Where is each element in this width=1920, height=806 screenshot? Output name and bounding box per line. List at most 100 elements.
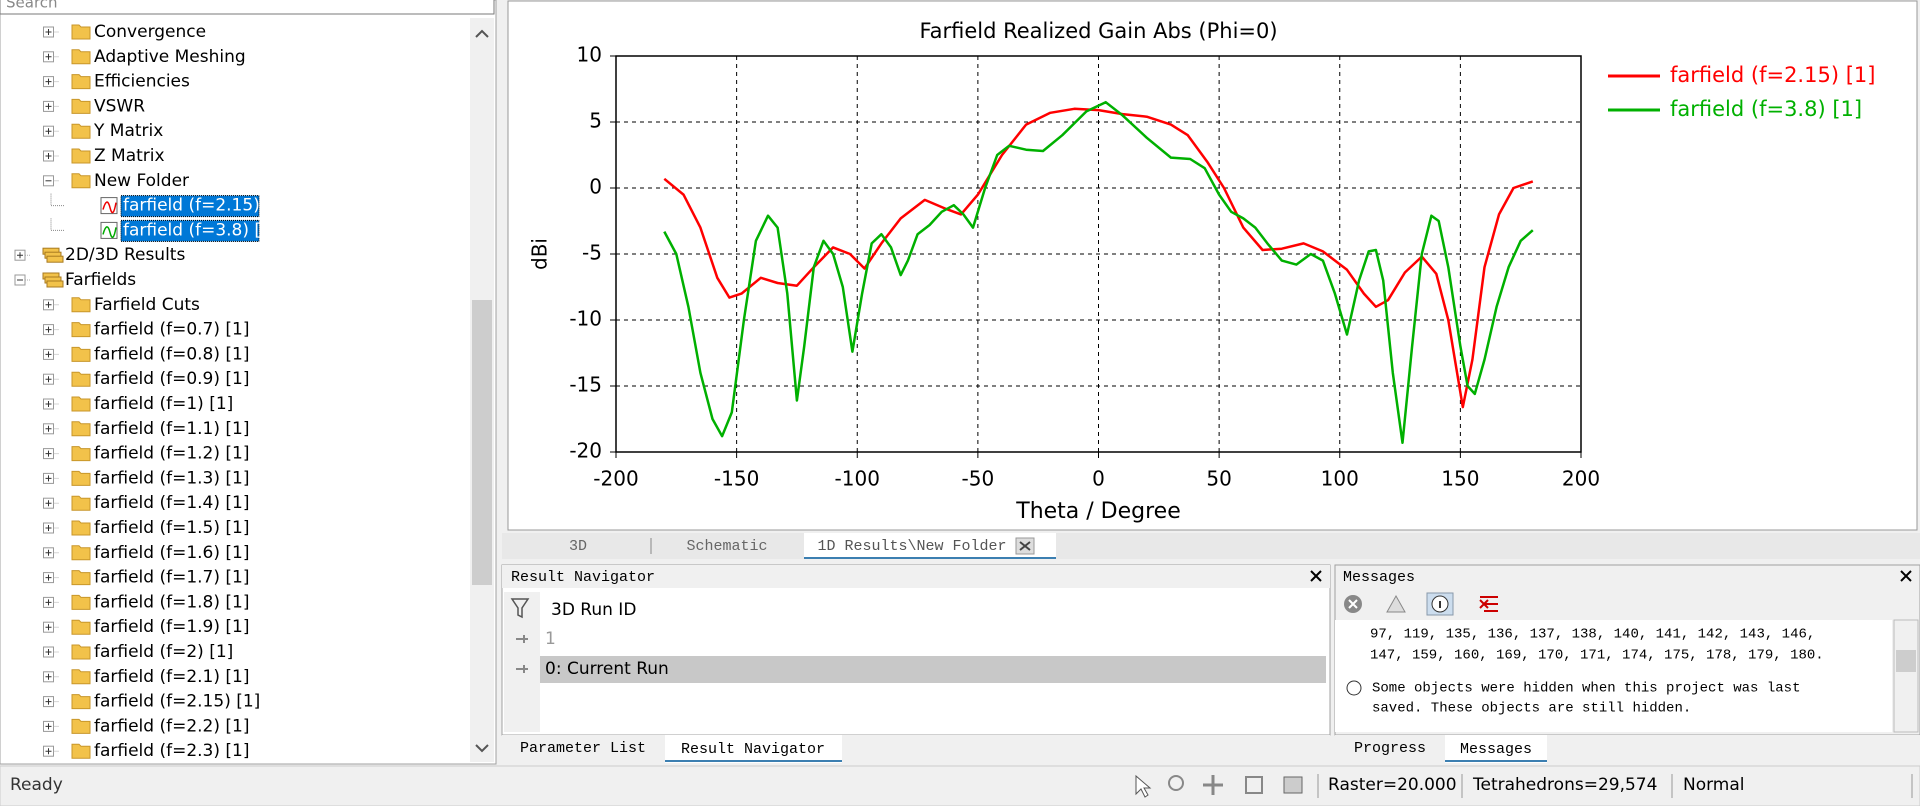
tree-item[interactable]: farfield (f=2.1) [1] [94,667,250,687]
legend-label[interactable]: farfield (f=3.8) [1] [1670,97,1862,121]
pin-icon[interactable] [516,635,528,643]
tab[interactable]: Schematic [686,538,767,555]
tree-item[interactable]: farfield (f=1.3) [1] [94,468,250,488]
tree-item[interactable]: Farfield Cuts [94,295,200,315]
info-icon-glyph [1439,601,1441,608]
folder-icon [71,123,91,139]
tree-item[interactable]: farfield (f=1.5) [1] [94,518,250,538]
folder-icon [71,644,91,660]
pin-icon[interactable] [516,665,528,673]
info-icon [1346,680,1362,696]
bottom-tab[interactable]: Progress [1354,740,1426,757]
tree-item[interactable]: farfield (f=0.8) [1] [94,344,250,364]
tree-item[interactable]: VSWR [94,96,145,116]
tree-item[interactable]: farfield (f=0.7) [1] [94,320,250,340]
tree-item[interactable]: farfield (f=1.7) [1] [94,568,250,588]
warning-filter[interactable] [1386,594,1406,613]
tree-item[interactable]: farfield (f=1.9) [1] [94,617,250,637]
run-row[interactable]: 0: Current Run [545,659,669,679]
scroll-thumb[interactable] [1896,650,1916,672]
y-tick-label: 10 [577,43,602,67]
expander-sign [45,301,52,308]
messages-scrollbar[interactable] [1893,619,1919,733]
folder-icon [71,421,91,437]
tree-item[interactable]: farfield (f=3.8) [1] [123,220,279,240]
expander-sign [45,500,52,507]
expander-sign [45,624,52,631]
bottom-tab[interactable]: Result Navigator [681,741,825,758]
tree-item[interactable]: New Folder [94,171,189,191]
tree-item[interactable]: Convergence [94,22,206,42]
x-tick-label: -150 [714,467,759,491]
active-tab[interactable] [804,533,1056,559]
active-tab-line [665,760,842,762]
expander-sign [45,326,52,333]
status-field: Normal [1683,775,1745,795]
error-icon [1348,599,1358,609]
tree-item[interactable]: farfield (f=2.15) [1] [123,196,289,216]
result-navigator-panel [501,564,1331,736]
tree-item[interactable]: farfield (f=2.15) [1] [94,692,260,712]
select-tool[interactable] [1135,774,1152,798]
tree-item[interactable]: farfield (f=2.2) [1] [94,716,250,736]
tree-item[interactable]: farfield (f=0.9) [1] [94,369,250,389]
active-tab[interactable] [665,735,842,763]
expander-sign [17,252,23,259]
tree-item[interactable]: Efficiencies [94,72,190,92]
scroll-thumb[interactable] [472,300,492,585]
stack-icon [46,280,64,288]
panel-header [502,565,1330,588]
tree-item[interactable]: Adaptive Meshing [94,47,246,67]
tab[interactable]: 1D Results\New Folder [817,538,1006,555]
folder-icon [71,520,91,536]
tree-item[interactable]: Z Matrix [94,146,165,166]
scroll-down[interactable] [475,744,489,753]
tree-item[interactable]: Y Matrix [93,121,163,141]
tree-item[interactable]: farfield (f=1.1) [1] [94,419,250,439]
status-field: Tetrahedrons=29,574 [1472,775,1657,795]
tab[interactable]: 3D [569,538,587,555]
y-axis-label: dBi [528,238,552,270]
tree-item[interactable]: farfield (f=1.4) [1] [94,493,250,513]
tree-item[interactable]: farfield (f=1.2) [1] [94,444,250,464]
tree-item[interactable]: farfield (f=1.6) [1] [94,543,250,563]
x-axis-label: Theta / Degree [1015,499,1181,524]
tree-item[interactable]: Farfields [65,270,136,290]
tab-bar [502,533,1920,559]
selection-highlight[interactable] [120,219,260,242]
x-tick-label: 150 [1441,467,1479,491]
scroll-up[interactable] [475,29,489,38]
tree-item[interactable]: farfield (f=2) [1] [94,642,233,662]
tree-item[interactable]: farfield (f=2.3) [1] [94,741,250,761]
run-row[interactable]: 1 [545,629,556,649]
tree-item[interactable]: farfield (f=1.8) [1] [94,592,250,612]
expander-sign [45,53,52,60]
bottom-tab[interactable]: Parameter List [520,740,646,757]
fit-tool[interactable] [1245,776,1263,794]
pan-tool[interactable] [1203,775,1223,795]
close-button[interactable] [1310,570,1322,582]
search-box[interactable] [0,0,495,15]
legend-label[interactable]: farfield (f=2.15) [1] [1670,63,1875,87]
y-tick-label: 5 [589,109,602,133]
tree-item[interactable]: farfield (f=1) [1] [94,394,233,414]
y-tick-label: -20 [569,439,602,463]
clear-button[interactable] [1479,596,1498,612]
view-tool[interactable] [1283,776,1303,794]
expander-sign [45,103,52,110]
selected-row[interactable] [540,656,1326,683]
folder-icon [71,545,91,561]
folder-icon [71,718,91,734]
active-tab[interactable] [1445,735,1547,763]
filter-icon[interactable] [510,598,530,619]
selection-highlight[interactable] [120,195,260,218]
tab-close-icon [1019,541,1031,551]
expander-sign [45,748,52,755]
bottom-tab[interactable]: Messages [1460,741,1532,758]
zoom-tool[interactable] [1168,775,1184,791]
close-button[interactable] [1900,570,1912,582]
folder-icon [71,446,91,462]
folder-icon [71,74,91,90]
tree-item[interactable]: 2D/3D Results [65,245,185,265]
expander-sign [45,153,52,159]
